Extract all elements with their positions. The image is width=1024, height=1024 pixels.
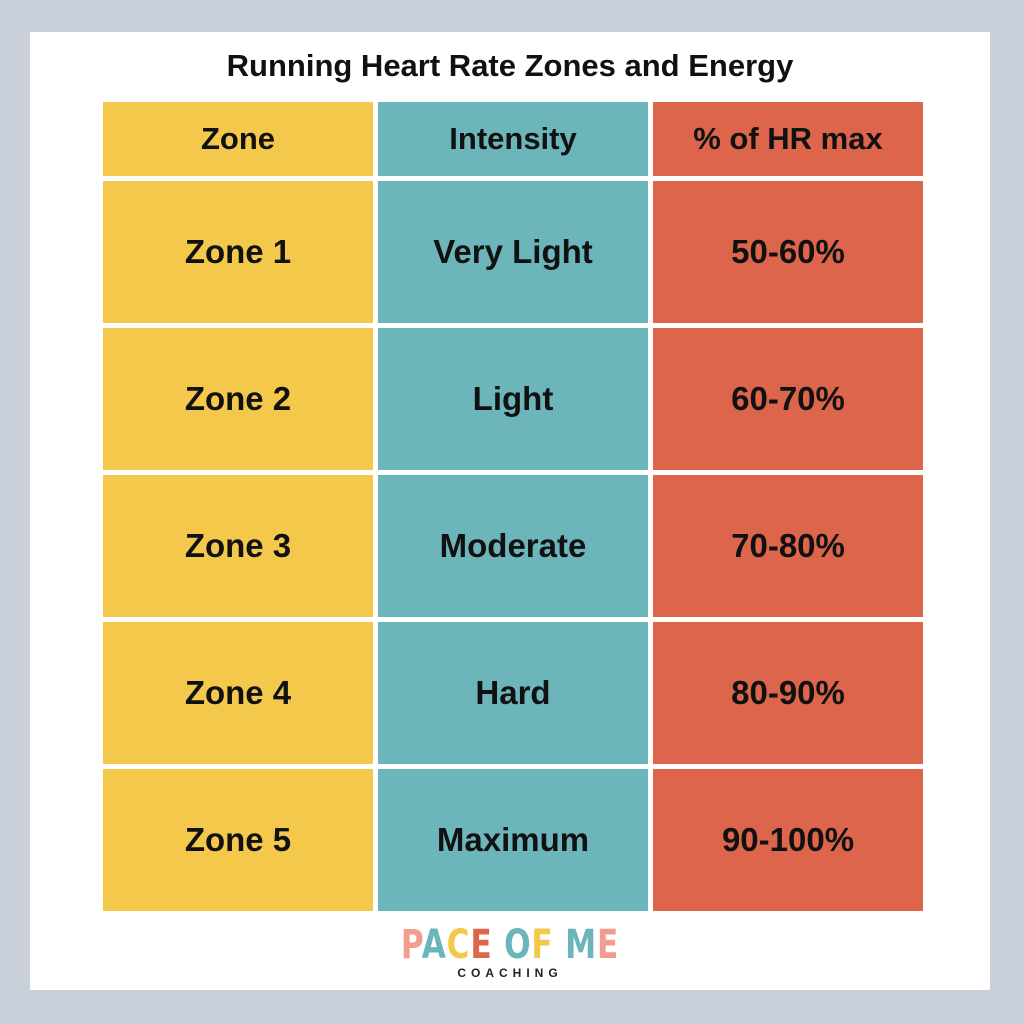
table-cell: Zone 4 — [103, 622, 373, 764]
table-cell: 90-100% — [653, 769, 923, 911]
table-cell: Zone 5 — [103, 769, 373, 911]
table-cell: Zone 1 — [103, 181, 373, 323]
panel: Running Heart Rate Zones and Energy Zone… — [30, 32, 990, 990]
table: Zone Intensity% of HR max Zone 1 Very Light… — [103, 102, 923, 911]
table-cell: Zone 3 — [103, 475, 373, 617]
logo-name: PACE OF ME — [400, 922, 620, 968]
table-cell: 50-60% — [653, 181, 923, 323]
table-cell: Maximum — [378, 769, 648, 911]
table-cell: Hard — [378, 622, 648, 764]
table-cell: Light — [378, 328, 648, 470]
header-cell: Intensity — [378, 102, 648, 176]
table-cell: Moderate — [378, 475, 648, 617]
header-cell: % of HR max — [653, 102, 923, 176]
table-cell: 70-80% — [653, 475, 923, 617]
title: Running Heart Rate Zones and Energy — [226, 48, 794, 83]
table-cell: 60-70% — [653, 328, 923, 470]
table-cell: Zone 2 — [103, 328, 373, 470]
logo-tagline: COACHING — [457, 966, 563, 980]
table-cell: Very Light — [378, 181, 648, 323]
header-cell: Zone — [103, 102, 373, 176]
table-cell: 80-90% — [653, 622, 923, 764]
